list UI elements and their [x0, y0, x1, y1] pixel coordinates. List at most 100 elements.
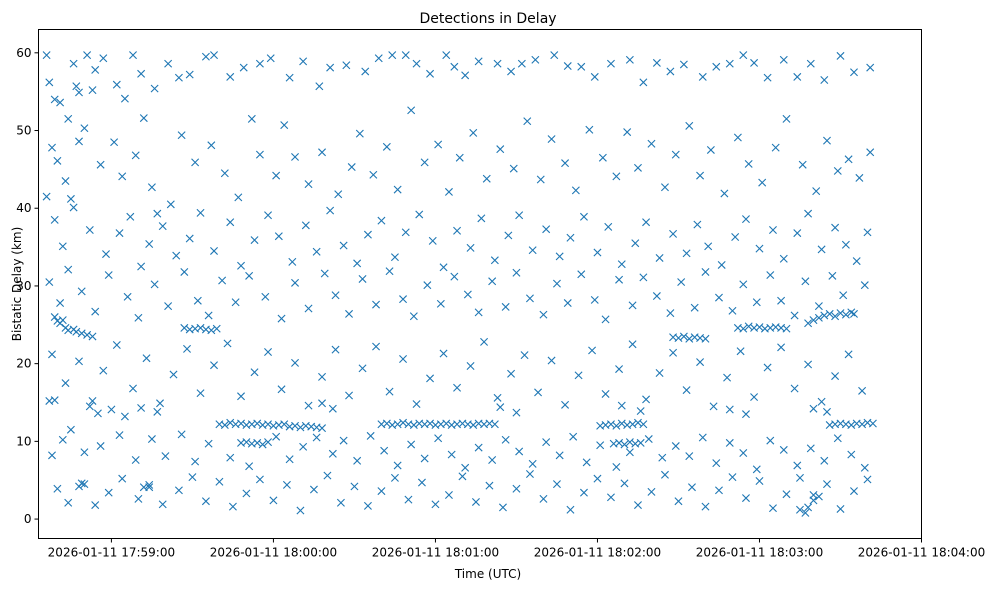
data-point: [444, 490, 453, 499]
data-point: [682, 249, 691, 258]
data-point: [714, 293, 723, 302]
data-point: [253, 419, 262, 428]
data-point: [577, 62, 586, 71]
data-point: [671, 150, 680, 159]
data-point: [563, 62, 572, 71]
data-point: [561, 400, 570, 409]
data-point: [755, 244, 764, 253]
data-point: [158, 222, 167, 231]
data-point: [75, 357, 83, 366]
data-point: [191, 457, 200, 466]
data-point: [115, 431, 124, 440]
data-point: [223, 339, 232, 348]
data-point: [242, 438, 251, 447]
data-point: [323, 471, 332, 480]
data-point: [342, 61, 351, 70]
data-point: [714, 486, 723, 495]
x-tick-label: 2026-01-11 18:03:00: [696, 546, 823, 560]
data-point: [782, 114, 791, 123]
data-point: [733, 133, 742, 142]
data-point: [804, 360, 813, 369]
data-point: [247, 114, 256, 123]
data-point: [339, 436, 348, 445]
data-point: [685, 452, 694, 461]
data-point: [88, 86, 97, 95]
data-point: [655, 253, 664, 262]
data-point: [798, 160, 807, 169]
data-point: [301, 221, 310, 230]
data-point: [739, 280, 748, 289]
data-point: [639, 78, 648, 87]
data-point: [717, 260, 726, 269]
data-point: [326, 63, 335, 72]
data-point: [453, 383, 462, 392]
data-point: [115, 229, 124, 238]
y-tick-label: 0: [24, 512, 32, 526]
data-point: [555, 451, 564, 460]
data-point: [701, 502, 710, 511]
data-point: [210, 361, 219, 370]
data-point: [104, 271, 113, 280]
data-point: [164, 302, 173, 311]
data-point: [804, 319, 813, 328]
data-point: [137, 403, 146, 412]
data-point: [80, 124, 89, 133]
data-point: [234, 193, 243, 202]
data-point: [620, 440, 629, 449]
data-point: [750, 393, 759, 402]
data-point: [242, 489, 251, 498]
data-point: [579, 488, 588, 497]
data-point: [439, 263, 448, 272]
data-point: [817, 397, 826, 406]
data-point: [409, 312, 418, 321]
data-point: [493, 59, 502, 68]
data-point: [566, 233, 575, 242]
x-tick-label: 2026-01-11 17:59:00: [48, 546, 175, 560]
data-point: [64, 498, 73, 507]
data-point: [75, 88, 83, 97]
data-point: [183, 344, 192, 353]
data-point: [296, 423, 305, 432]
data-point: [512, 268, 521, 277]
data-point: [844, 155, 853, 164]
data-point: [652, 58, 661, 67]
data-point: [412, 400, 421, 409]
data-point: [501, 435, 510, 444]
data-point: [366, 431, 375, 440]
data-point: [85, 226, 94, 234]
data-point: [579, 212, 588, 221]
data-point: [685, 334, 694, 343]
data-point: [655, 368, 664, 377]
data-point: [112, 80, 121, 89]
data-point: [139, 114, 148, 123]
data-point: [99, 54, 108, 63]
data-point: [91, 65, 100, 74]
data-point: [490, 420, 499, 429]
data-point: [477, 214, 486, 223]
data-point: [369, 170, 378, 179]
data-point: [318, 399, 327, 408]
data-point: [91, 307, 100, 316]
data-point: [407, 106, 416, 115]
data-point: [490, 256, 499, 265]
data-point: [693, 220, 702, 229]
data-point: [390, 473, 399, 482]
x-tick-label: 2026-01-11 18:04:00: [858, 546, 985, 560]
data-point: [304, 304, 313, 313]
data-point: [628, 301, 637, 310]
data-point: [269, 496, 278, 505]
data-point: [793, 72, 802, 81]
data-point: [685, 121, 694, 130]
data-point: [850, 68, 858, 77]
data-point: [291, 152, 300, 161]
data-point: [345, 309, 354, 318]
data-point: [728, 306, 737, 315]
data-point: [779, 445, 788, 454]
data-point: [660, 470, 669, 479]
data-point: [53, 484, 62, 493]
data-point: [61, 177, 70, 186]
data-point: [706, 145, 715, 154]
data-point: [768, 504, 777, 513]
data-point: [631, 239, 640, 248]
data-point: [358, 364, 367, 373]
